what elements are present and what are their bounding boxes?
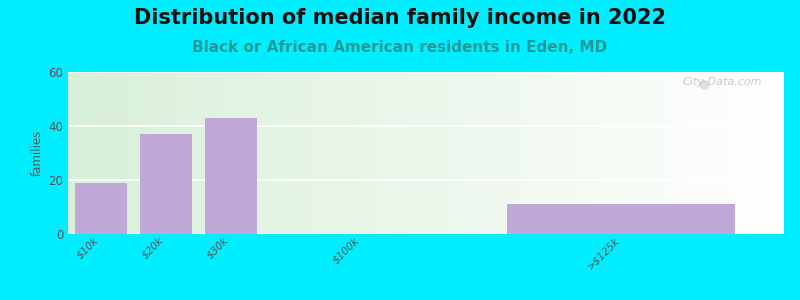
- Bar: [74, 183, 126, 234]
- Text: Distribution of median family income in 2022: Distribution of median family income in …: [134, 8, 666, 28]
- Bar: [205, 118, 257, 234]
- Y-axis label: families: families: [31, 130, 44, 176]
- Bar: [139, 134, 192, 234]
- Text: ●: ●: [698, 77, 709, 90]
- Text: City-Data.com: City-Data.com: [683, 77, 762, 87]
- Text: Black or African American residents in Eden, MD: Black or African American residents in E…: [193, 40, 607, 56]
- Bar: [507, 204, 735, 234]
